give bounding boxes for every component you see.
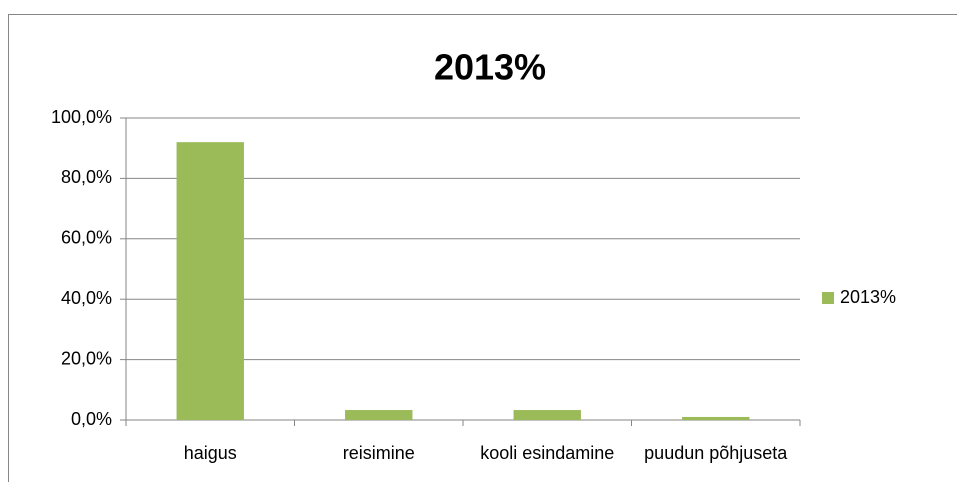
y-tick-label: 20,0% — [61, 348, 112, 368]
legend-label: 2013% — [840, 287, 896, 307]
bar — [345, 410, 413, 420]
chart-title: 2013% — [434, 47, 546, 88]
x-tick-label: reisimine — [343, 443, 415, 463]
y-tick-label: 100,0% — [51, 107, 112, 127]
x-tick-label: haigus — [184, 443, 237, 463]
y-tick-label: 40,0% — [61, 288, 112, 308]
y-tick-label: 80,0% — [61, 167, 112, 187]
chart-border — [8, 14, 957, 482]
y-tick-label: 0,0% — [71, 409, 112, 429]
legend-swatch — [822, 292, 834, 304]
bar — [176, 142, 244, 420]
x-tick-label: kooli esindamine — [480, 443, 614, 463]
x-tick-label: puudun põhjuseta — [644, 443, 788, 463]
bar — [513, 410, 581, 420]
y-tick-label: 60,0% — [61, 228, 112, 248]
bar — [682, 416, 750, 420]
